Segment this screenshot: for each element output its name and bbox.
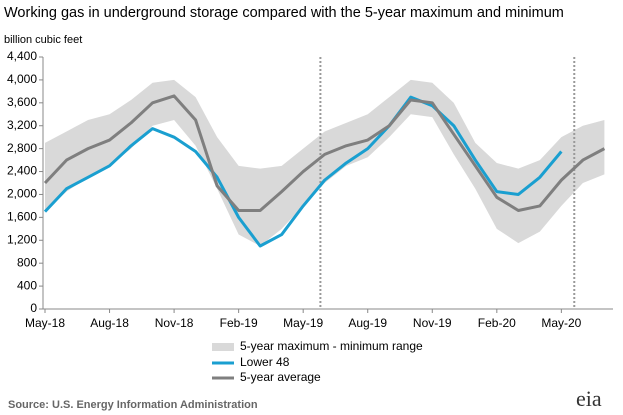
x-tick-label: Nov-18 [155, 316, 194, 330]
y-tick-label: 1,600 [7, 210, 37, 224]
legend-swatch [212, 343, 234, 351]
y-tick-label: 3,200 [7, 118, 37, 132]
y-tick-label: 0 [30, 301, 37, 315]
y-tick-label: 2,800 [7, 141, 37, 155]
y-tick-label: 4,000 [7, 72, 37, 86]
legend-label: 5-year average [240, 370, 321, 384]
logo: eia [576, 386, 602, 411]
range-band [45, 79, 605, 246]
x-tick-label: Feb-20 [478, 316, 516, 330]
y-axis-label: billion cubic feet [4, 34, 82, 46]
x-tick-label: Aug-19 [348, 316, 387, 330]
y-tick-label: 3,600 [7, 95, 37, 109]
chart-title: Working gas in underground storage compa… [4, 5, 564, 21]
x-tick-label: Aug-18 [90, 316, 129, 330]
y-tick-label: 1,200 [7, 232, 37, 246]
y-tick-label: 800 [17, 255, 37, 269]
source: Source: U.S. Energy Information Administ… [8, 399, 258, 411]
y-tick-label: 4,400 [7, 49, 37, 63]
x-tick-label: Feb-19 [220, 316, 258, 330]
series-line [43, 94, 606, 212]
legend-label: 5-year maximum - minimum range [240, 339, 423, 353]
y-tick-label: 2,400 [7, 164, 37, 178]
x-tick-label: May-18 [25, 316, 65, 330]
series-line [43, 95, 563, 248]
x-tick-label: May-20 [541, 316, 581, 330]
y-tick-label: 2,000 [7, 187, 37, 201]
x-tick-label: May-19 [283, 316, 323, 330]
x-tick-label: Nov-19 [413, 316, 452, 330]
legend-label: Lower 48 [240, 355, 290, 369]
y-tick-label: 400 [17, 278, 37, 292]
